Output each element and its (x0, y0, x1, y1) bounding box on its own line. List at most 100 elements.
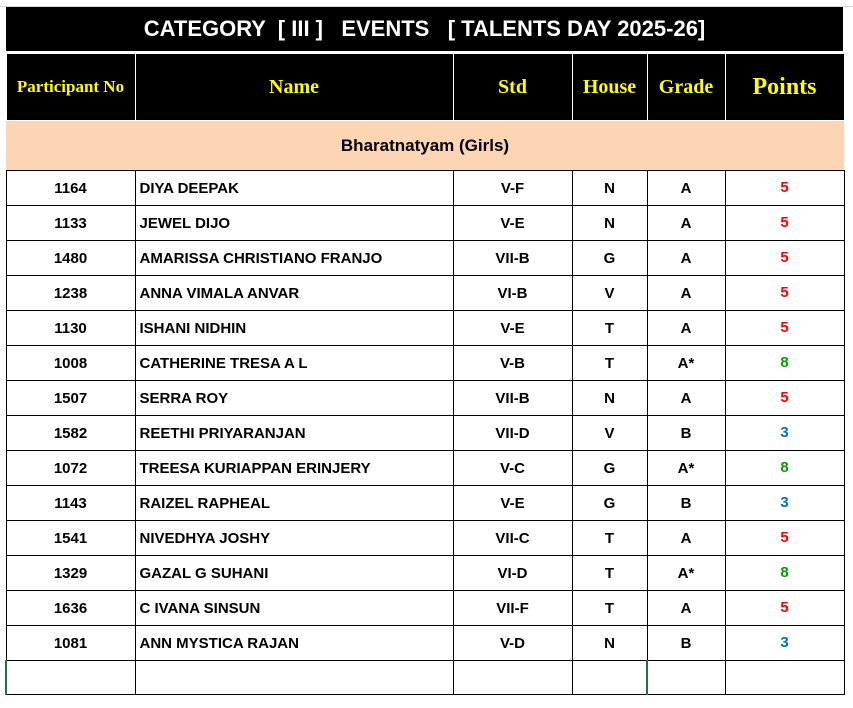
cell-points[interactable]: 3 (724, 415, 845, 451)
cell-points[interactable]: 8 (724, 450, 845, 486)
cell-std[interactable]: V-C (452, 450, 573, 486)
empty-cell[interactable] (5, 660, 136, 695)
cell-house[interactable]: T (571, 520, 648, 556)
cell-std[interactable]: VII-B (452, 380, 573, 416)
cell-name[interactable]: ANNA VIMALA ANVAR (134, 275, 454, 311)
cell-name[interactable]: AMARISSA CHRISTIANO FRANJO (134, 240, 454, 276)
cell-house[interactable]: N (571, 380, 648, 416)
cell-grade[interactable]: B (646, 485, 726, 521)
cell-points[interactable]: 5 (724, 170, 845, 206)
cell-house[interactable]: T (571, 345, 648, 381)
cell-grade[interactable]: A (646, 520, 726, 556)
cell-grade[interactable]: A (646, 380, 726, 416)
cell-points[interactable]: 5 (724, 205, 845, 241)
cell-house[interactable]: G (571, 450, 648, 486)
header-grade[interactable]: Grade (646, 53, 726, 121)
empty-cell[interactable] (646, 660, 726, 695)
cell-house[interactable]: N (571, 625, 648, 661)
cell-grade[interactable]: A* (646, 555, 726, 591)
cell-points[interactable]: 5 (724, 310, 845, 346)
cell-name[interactable]: NIVEDHYA JOSHY (134, 520, 454, 556)
cell-grade[interactable]: A (646, 310, 726, 346)
cell-name[interactable]: JEWEL DIJO (134, 205, 454, 241)
cell-std[interactable]: VII-F (452, 590, 573, 626)
header-points[interactable]: Points (724, 53, 845, 121)
cell-points[interactable]: 5 (724, 380, 845, 416)
cell-name[interactable]: REETHI PRIYARANJAN (134, 415, 454, 451)
cell-house[interactable]: V (571, 415, 648, 451)
cell-std[interactable]: V-F (452, 170, 573, 206)
cell-points[interactable]: 3 (724, 625, 845, 661)
cell-name[interactable]: CATHERINE TRESA A L (134, 345, 454, 381)
empty-cell[interactable] (452, 660, 573, 695)
cell-house[interactable]: T (571, 590, 648, 626)
cell-std[interactable]: VII-C (452, 520, 573, 556)
cell-points[interactable]: 5 (724, 240, 845, 276)
cell-grade[interactable]: A (646, 170, 726, 206)
cell-std[interactable]: VI-D (452, 555, 573, 591)
cell-participant-no[interactable]: 1133 (5, 205, 136, 241)
cell-grade[interactable]: A (646, 240, 726, 276)
cell-name[interactable]: C IVANA SINSUN (134, 590, 454, 626)
cell-participant-no[interactable]: 1130 (5, 310, 136, 346)
header-participant-no[interactable]: Participant No (5, 53, 136, 121)
cell-grade[interactable]: B (646, 625, 726, 661)
table-row: 1507 SERRA ROY VII-B N A 5 (5, 380, 845, 416)
section-title[interactable]: Bharatnatyam (Girls) (6, 120, 844, 171)
cell-std[interactable]: V-E (452, 205, 573, 241)
cell-points[interactable]: 5 (724, 520, 845, 556)
cell-participant-no[interactable]: 1329 (5, 555, 136, 591)
cell-participant-no[interactable]: 1238 (5, 275, 136, 311)
cell-std[interactable]: V-B (452, 345, 573, 381)
cell-name[interactable]: TREESA KURIAPPAN ERINJERY (134, 450, 454, 486)
cell-points[interactable]: 3 (724, 485, 845, 521)
cell-name[interactable]: ISHANI NIDHIN (134, 310, 454, 346)
cell-std[interactable]: VI-B (452, 275, 573, 311)
header-std[interactable]: Std (452, 53, 573, 121)
cell-points[interactable]: 5 (724, 590, 845, 626)
cell-participant-no[interactable]: 1541 (5, 520, 136, 556)
cell-grade[interactable]: A (646, 275, 726, 311)
cell-name[interactable]: GAZAL G SUHANI (134, 555, 454, 591)
cell-points[interactable]: 8 (724, 555, 845, 591)
cell-std[interactable]: V-E (452, 485, 573, 521)
cell-grade[interactable]: A* (646, 345, 726, 381)
cell-name[interactable]: ANN MYSTICA RAJAN (134, 625, 454, 661)
cell-house[interactable]: N (571, 205, 648, 241)
cell-name[interactable]: SERRA ROY (134, 380, 454, 416)
cell-std[interactable]: V-E (452, 310, 573, 346)
cell-name[interactable]: DIYA DEEPAK (134, 170, 454, 206)
cell-house[interactable]: G (571, 485, 648, 521)
cell-house[interactable]: T (571, 555, 648, 591)
cell-grade[interactable]: A (646, 590, 726, 626)
empty-cell[interactable] (724, 660, 845, 695)
cell-participant-no[interactable]: 1636 (5, 590, 136, 626)
cell-participant-no[interactable]: 1507 (5, 380, 136, 416)
cell-std[interactable]: VII-B (452, 240, 573, 276)
sheet-title[interactable]: CATEGORY [ III ] EVENTS [ TALENTS DAY 20… (6, 7, 843, 51)
cell-std[interactable]: VII-D (452, 415, 573, 451)
cell-house[interactable]: T (571, 310, 648, 346)
header-house[interactable]: House (571, 53, 648, 121)
empty-cell[interactable] (134, 660, 454, 695)
header-name[interactable]: Name (134, 53, 454, 121)
cell-participant-no[interactable]: 1480 (5, 240, 136, 276)
empty-cell[interactable] (571, 660, 648, 695)
cell-house[interactable]: G (571, 240, 648, 276)
cell-house[interactable]: V (571, 275, 648, 311)
cell-participant-no[interactable]: 1072 (5, 450, 136, 486)
empty-row (5, 660, 845, 695)
cell-std[interactable]: V-D (452, 625, 573, 661)
cell-participant-no[interactable]: 1143 (5, 485, 136, 521)
cell-grade[interactable]: A (646, 205, 726, 241)
cell-grade[interactable]: A* (646, 450, 726, 486)
cell-participant-no[interactable]: 1582 (5, 415, 136, 451)
cell-points[interactable]: 5 (724, 275, 845, 311)
cell-grade[interactable]: B (646, 415, 726, 451)
cell-participant-no[interactable]: 1081 (5, 625, 136, 661)
cell-house[interactable]: N (571, 170, 648, 206)
cell-participant-no[interactable]: 1164 (5, 170, 136, 206)
cell-participant-no[interactable]: 1008 (5, 345, 136, 381)
cell-name[interactable]: RAIZEL RAPHEAL (134, 485, 454, 521)
cell-points[interactable]: 8 (724, 345, 845, 381)
